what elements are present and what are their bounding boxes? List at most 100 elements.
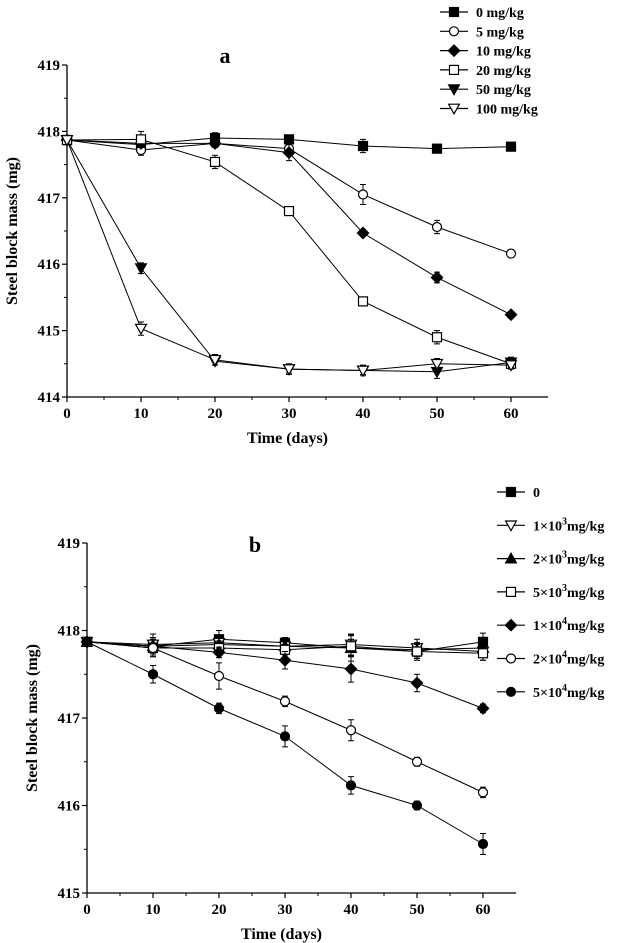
data-point: [410, 676, 424, 690]
legend-label: 10 mg/kg: [476, 45, 531, 60]
data-point: [212, 645, 226, 659]
x-tick-label: 40: [344, 902, 359, 918]
legend-marker: [448, 64, 460, 76]
x-tick-label: 10: [134, 406, 149, 422]
legend-label-unit: mg/kg: [567, 519, 604, 534]
data-point: [283, 134, 295, 145]
x-tick-label: 20: [212, 902, 227, 918]
legend-marker: [447, 84, 461, 96]
panel-label: a: [220, 43, 231, 68]
data-point: [147, 669, 159, 680]
x-tick-label: 30: [278, 902, 293, 918]
legend-label: 50 mg/kg: [476, 83, 531, 98]
legend-item-0: 0 mg/kg: [440, 6, 524, 21]
data-point: [431, 332, 443, 343]
data-point: [504, 308, 518, 322]
data-point: [411, 646, 423, 657]
x-tick-label: 60: [504, 406, 519, 422]
data-point: [282, 364, 296, 376]
legend-marker: [447, 44, 461, 58]
data-point: [357, 296, 369, 307]
panel-a: 0 10 20 30 40 50 60 414 415 416 417 418 419 Time (day…: [4, 6, 548, 447]
legend-label: 5×104mg/kg: [533, 683, 604, 701]
data-point: [430, 358, 444, 371]
legend-label: 0 mg/kg: [476, 6, 524, 21]
legend-label: 100 mg/kg: [476, 103, 538, 118]
series-line: [66, 139, 512, 373]
legend-label-exp: 3: [562, 550, 567, 561]
data-point: [279, 731, 291, 742]
data-point: [81, 636, 93, 647]
data-point: [60, 135, 74, 147]
legend-label-unit: mg/kg: [567, 553, 604, 568]
data-point: [134, 323, 148, 336]
data-point: [213, 670, 225, 682]
y-axis-label: Steel block mass (mg): [4, 157, 21, 305]
legend-marker: [448, 6, 460, 18]
data-point: [283, 205, 295, 217]
legend-marker: [505, 653, 517, 664]
legend-marker: [504, 551, 518, 564]
data-point: [476, 701, 490, 715]
x-tick-label: 10: [146, 902, 161, 918]
data-point: [278, 653, 292, 667]
legend-marker: [505, 686, 517, 697]
data-point: [345, 725, 357, 736]
data-point: [134, 263, 148, 275]
data-point: [411, 756, 423, 767]
x-axis-label: Time (days): [247, 430, 328, 447]
x-tick-label: 30: [282, 406, 297, 422]
legend-item-0: 0: [497, 486, 540, 501]
legend-label-unit: mg/kg: [567, 619, 604, 634]
data-point: [356, 365, 370, 378]
legend-label: 5×103mg/kg: [533, 583, 604, 601]
y-tick-label: 419: [58, 536, 81, 552]
legend-label-base: 2×10: [533, 553, 562, 568]
x-tick-label: 50: [430, 406, 445, 422]
data-point: [345, 641, 357, 652]
data-point: [477, 648, 489, 659]
legend-label-base: 1×10: [533, 519, 562, 534]
y-tick-label: 418: [58, 624, 81, 640]
data-point: [505, 141, 517, 152]
data-point: [357, 189, 369, 200]
data-point: [282, 146, 296, 160]
legend-label-exp: 4: [562, 650, 567, 661]
legend-label: 2×103mg/kg: [533, 550, 604, 568]
series-line: [66, 139, 512, 316]
data-point: [477, 838, 489, 850]
series-line: [66, 138, 512, 365]
legend-label-base: 2×10: [533, 653, 562, 668]
legend-item-3: 20 mg/kg: [440, 64, 531, 79]
legend-item-2: 10 mg/kg: [440, 44, 531, 60]
y-tick-label: 414: [38, 390, 61, 406]
data-point: [505, 248, 517, 259]
legend-label-unit: mg/kg: [567, 653, 604, 668]
legend-marker: [448, 26, 460, 37]
data-point: [345, 780, 357, 791]
y-tick-label: 419: [38, 58, 61, 74]
legend-label-base: 0: [533, 486, 540, 501]
panel-label: b: [249, 532, 261, 557]
legend-item-5: 100 mg/kg: [440, 103, 538, 118]
data-point: [411, 800, 423, 811]
legend-item-1: 5 mg/kg: [440, 25, 524, 40]
legend-marker: [504, 618, 518, 632]
legend-item-3: 5×103mg/kg: [497, 583, 604, 601]
data-point: [147, 642, 159, 654]
y-tick-label: 416: [38, 257, 61, 273]
legend-label-exp: 4: [562, 683, 567, 694]
legend-label-unit: mg/kg: [567, 686, 604, 701]
x-axis-label: Time (days): [241, 926, 322, 943]
data-point: [477, 787, 489, 798]
y-axis-label: Steel block mass (mg): [24, 644, 41, 792]
x-tick-label: 40: [356, 406, 371, 422]
data-point: [504, 360, 518, 372]
x-tick-label: 50: [410, 902, 425, 918]
series-4: [60, 135, 518, 379]
legend-label-base: 1×10: [533, 619, 562, 634]
x-tick-label: 0: [63, 406, 71, 422]
y-tick-label: 415: [58, 886, 81, 902]
